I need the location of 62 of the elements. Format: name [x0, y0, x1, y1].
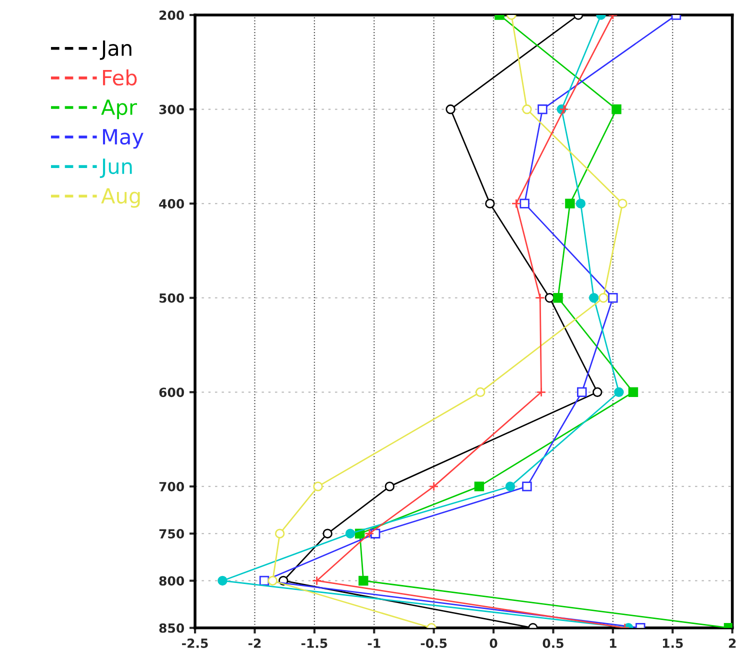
point: [511, 198, 522, 208]
point: [576, 198, 586, 208]
y-tick-label: 750: [159, 529, 184, 539]
x-tick-label: -1.5: [301, 638, 328, 648]
point: [559, 104, 569, 114]
x-tick-label: -2.5: [182, 638, 208, 648]
legend-label: Jun: [100, 158, 132, 178]
point: [520, 198, 530, 208]
x-tick-label: 1: [610, 638, 616, 648]
x-tick-label: -0.5: [420, 638, 447, 648]
point: [322, 528, 332, 538]
y-tick-label: 400: [159, 199, 184, 208]
point: [588, 293, 599, 303]
y-tick-label: 600: [159, 388, 184, 398]
point: [384, 482, 395, 492]
point: [536, 387, 546, 398]
point: [268, 576, 278, 586]
point: [474, 482, 484, 492]
point: [312, 576, 322, 586]
legend-label: Aug: [101, 188, 140, 208]
point: [614, 387, 624, 398]
point: [364, 528, 374, 538]
point: [358, 576, 368, 586]
point: [274, 528, 285, 538]
point: [544, 293, 555, 303]
point: [522, 482, 532, 492]
legend-label: Apr: [101, 100, 138, 120]
point: [428, 482, 439, 492]
point: [592, 387, 602, 398]
point: [505, 482, 516, 492]
x-tick-label: 0.5: [542, 638, 564, 648]
point: [345, 528, 356, 538]
x-tick-label: 2: [728, 638, 736, 648]
y-tick-label: 300: [159, 104, 184, 114]
point: [565, 198, 575, 208]
y-tick-label: 200: [160, 10, 184, 20]
legend-label: Jan: [100, 40, 132, 60]
point: [476, 387, 486, 398]
point: [612, 104, 622, 114]
y-tick-label: 800: [159, 576, 184, 586]
point: [577, 387, 587, 398]
y-tick-label: 500: [159, 293, 184, 303]
y-tick-label: 850: [159, 623, 184, 633]
point: [618, 198, 628, 208]
point: [598, 293, 608, 303]
y-tick-label: 700: [159, 482, 184, 492]
point: [553, 293, 563, 303]
point: [485, 198, 495, 208]
point: [522, 104, 532, 114]
point: [446, 104, 456, 114]
x-tick-label: -2: [248, 638, 261, 648]
point: [535, 293, 545, 303]
legend-label: May: [103, 129, 144, 149]
legend-label: Feb: [103, 69, 137, 86]
point: [608, 293, 618, 303]
point: [628, 387, 638, 398]
x-tick-label: 0: [490, 638, 498, 648]
point: [313, 482, 323, 492]
point: [538, 104, 548, 114]
point: [218, 576, 228, 586]
x-tick-label: -1: [368, 638, 380, 648]
x-tick-label: 1.5: [662, 638, 683, 648]
